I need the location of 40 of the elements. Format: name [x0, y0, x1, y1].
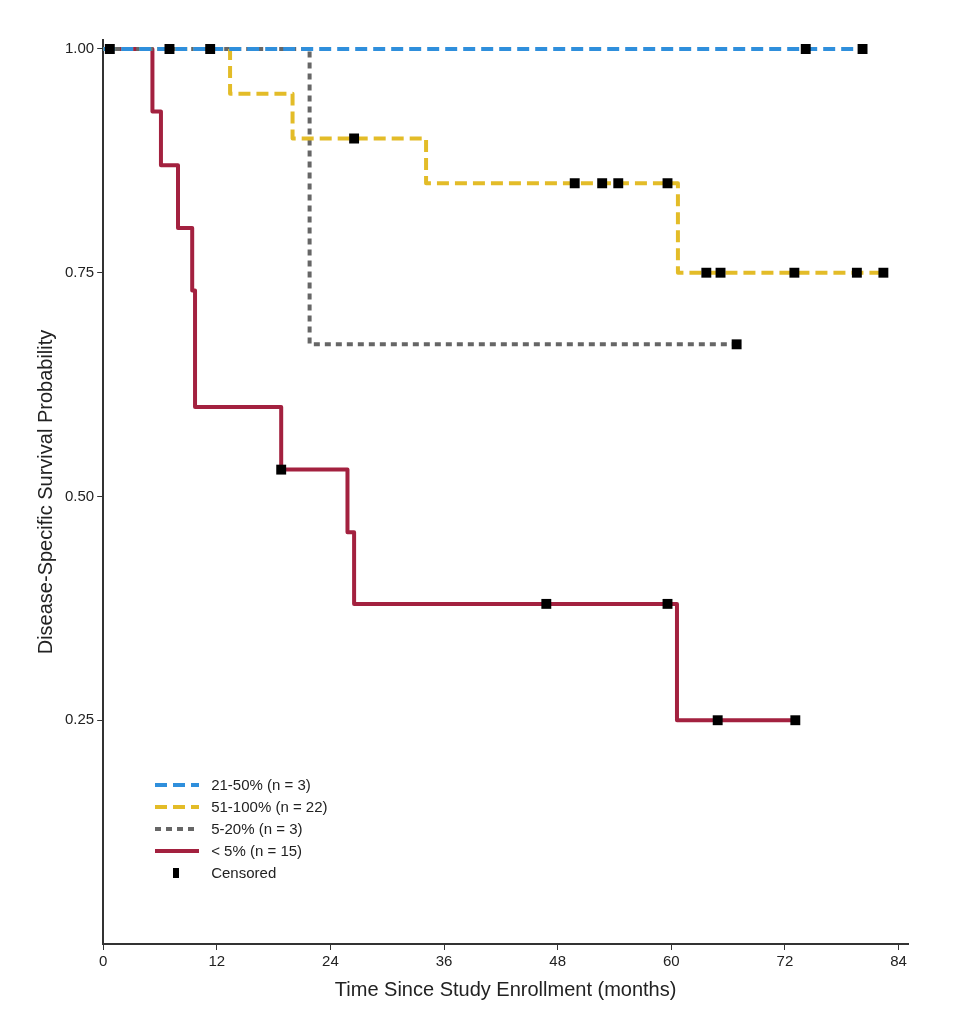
legend-label: 21-50% (n = 3)	[211, 775, 311, 795]
x-tick-label: 36	[435, 952, 453, 970]
y-tick-label: 0.75	[64, 262, 95, 280]
point	[276, 464, 287, 475]
legend-label: 51-100% (n = 22)	[211, 797, 328, 817]
x-tick-label: 12	[208, 952, 226, 970]
point	[613, 178, 624, 189]
point	[662, 598, 673, 609]
x-tick-label: 48	[549, 952, 567, 970]
x-tick-label: 84	[890, 952, 907, 970]
x-tick-label: 0	[99, 952, 108, 970]
point	[205, 44, 216, 54]
point	[597, 178, 608, 189]
point	[731, 339, 742, 350]
y-tick-label: 1.00	[64, 39, 95, 57]
y-tick-label: 0.50	[64, 486, 95, 504]
point	[104, 44, 115, 54]
x-axis-title: Time Since Study Enrollment (months)	[334, 977, 677, 1000]
x-tick-label: 72	[776, 952, 794, 970]
y-tick-label: 0.25	[64, 710, 95, 728]
point	[349, 133, 360, 144]
point	[569, 178, 580, 189]
point	[789, 267, 800, 278]
point	[857, 44, 868, 54]
point	[800, 44, 811, 54]
point	[662, 178, 673, 189]
x-tick-label: 24	[322, 952, 339, 970]
x-tick-label: 60	[662, 952, 680, 970]
legend-label: < 5% (n = 15)	[211, 841, 303, 861]
y-axis-title: Disease-Specific Survival Probability	[33, 329, 56, 655]
point	[164, 44, 175, 54]
point	[851, 267, 862, 278]
legend-label: Censored	[211, 863, 277, 883]
point	[878, 267, 889, 278]
point	[541, 598, 552, 609]
point	[701, 267, 712, 278]
point	[712, 715, 723, 726]
legend-label: 5-20% (n = 3)	[211, 819, 303, 839]
point	[715, 267, 726, 278]
point	[790, 715, 801, 726]
